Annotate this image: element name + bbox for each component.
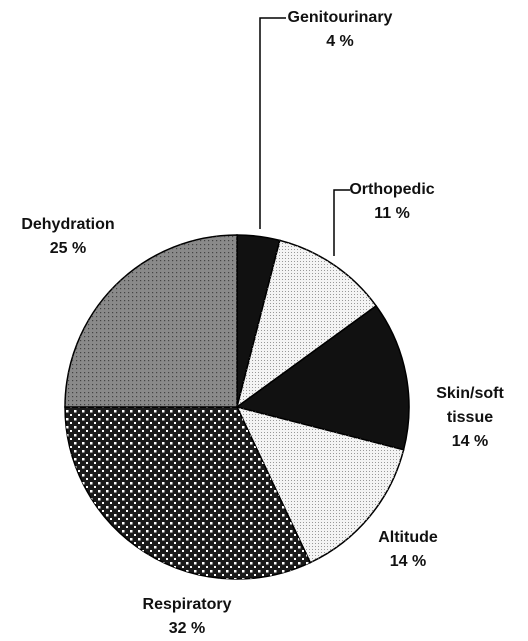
leader-line — [333, 189, 350, 256]
slice-label: Orthopedic — [349, 181, 435, 198]
slice-label: 11 % — [374, 205, 410, 222]
slice-label: 14 % — [451, 433, 489, 450]
slice-label: 14 % — [389, 553, 427, 570]
slice-label: Genitourinary — [287, 9, 393, 26]
slice-label: Altitude — [378, 529, 438, 546]
leader-line — [259, 17, 286, 229]
pie-slice — [64, 234, 238, 408]
slice-label: 32 % — [168, 620, 206, 637]
slice-label: 4 % — [326, 33, 354, 50]
slice-label: Respiratory — [142, 596, 232, 613]
slice-label: Dehydration — [21, 216, 115, 233]
slice-label: Skin/soft tissue — [436, 385, 504, 426]
slice-label: 25 % — [49, 240, 87, 257]
